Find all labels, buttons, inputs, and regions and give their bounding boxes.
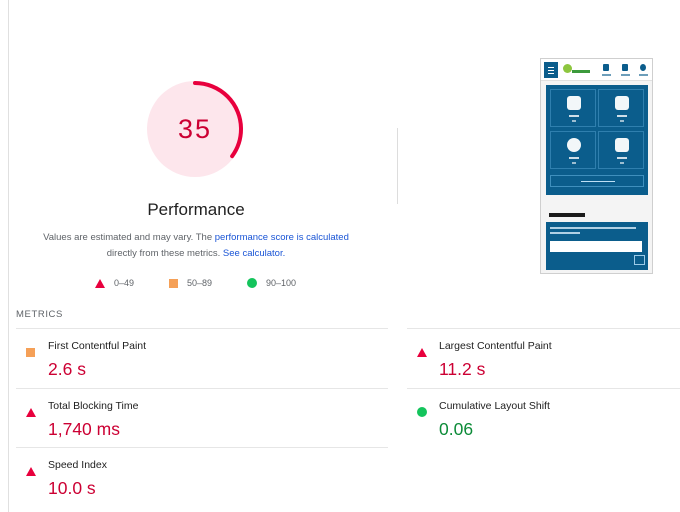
estimate-note: Values are estimated and may vary. The p… [30, 230, 362, 262]
circle-icon [247, 278, 257, 288]
legend-label: 50–89 [187, 278, 213, 288]
metric-cumulative-layout-shift[interactable]: Cumulative Layout Shift 0.06 [407, 388, 680, 448]
legend-label: 0–49 [114, 278, 135, 288]
performance-gauge[interactable]: 35 [145, 79, 245, 179]
performance-score-link[interactable]: performance score is calculated [214, 232, 349, 243]
screenshot-services-panel [546, 85, 648, 195]
metric-value: 11.2 s [439, 359, 486, 379]
legend-pass: 90–100 [247, 277, 296, 289]
screenshot-tile [550, 89, 596, 127]
final-screenshot-thumbnail[interactable] [540, 58, 653, 274]
metric-value: 10.0 s [48, 478, 96, 498]
pay-icon [567, 96, 581, 110]
metric-name: Speed Index [48, 459, 107, 471]
note-text: directly from these metrics. [106, 248, 223, 259]
logo-icon [563, 64, 590, 76]
divider [397, 128, 398, 204]
screenshot-tile [550, 131, 596, 169]
metric-largest-contentful-paint[interactable]: Largest Contentful Paint 11.2 s [407, 328, 680, 388]
triangle-icon [417, 348, 427, 357]
triangle-icon [26, 408, 36, 417]
info-icon [567, 138, 581, 152]
metric-name: First Contentful Paint [48, 340, 147, 352]
metric-name: Largest Contentful Paint [439, 340, 552, 352]
screenshot-heading [549, 212, 589, 218]
triangle-icon [95, 278, 105, 288]
square-icon [26, 348, 35, 357]
search-icon [640, 64, 646, 71]
metric-first-contentful-paint[interactable]: First Contentful Paint 2.6 s [16, 328, 388, 388]
screenshot-tile [598, 131, 644, 169]
gauge-ring [147, 81, 243, 177]
phone-icon [603, 64, 609, 71]
legend-fail: 0–49 [95, 277, 134, 289]
note-text: Values are estimated and may vary. The [43, 232, 215, 243]
chat-icon [615, 138, 629, 152]
metric-speed-index[interactable]: Speed Index 10.0 s [16, 447, 388, 507]
left-border [8, 0, 9, 512]
metric-name: Total Blocking Time [48, 400, 139, 412]
triangle-icon [26, 467, 36, 476]
legend-label: 90–100 [266, 278, 297, 288]
circle-icon [417, 407, 427, 417]
performance-score: 35 [177, 114, 213, 144]
metric-value: 1,740 ms [48, 419, 120, 439]
menu-icon [544, 62, 558, 78]
metric-value: 0.06 [439, 419, 474, 439]
screenshot-more-button [550, 175, 644, 187]
see-calculator-link[interactable]: See calculator. [222, 248, 286, 259]
metrics-heading: METRICS [16, 309, 63, 320]
legend-average: 50–89 [169, 277, 212, 289]
metric-total-blocking-time[interactable]: Total Blocking Time 1,740 ms [16, 388, 388, 448]
screenshot-tile [598, 89, 644, 127]
form-icon [615, 96, 629, 110]
metric-value: 2.6 s [48, 359, 86, 379]
performance-title: Performance [147, 200, 245, 219]
building-icon [622, 64, 628, 71]
screenshot-news-panel [546, 222, 648, 270]
square-icon [169, 278, 178, 288]
screenshot-header [541, 59, 652, 81]
metric-name: Cumulative Layout Shift [439, 400, 550, 412]
mail-icon [634, 255, 645, 265]
